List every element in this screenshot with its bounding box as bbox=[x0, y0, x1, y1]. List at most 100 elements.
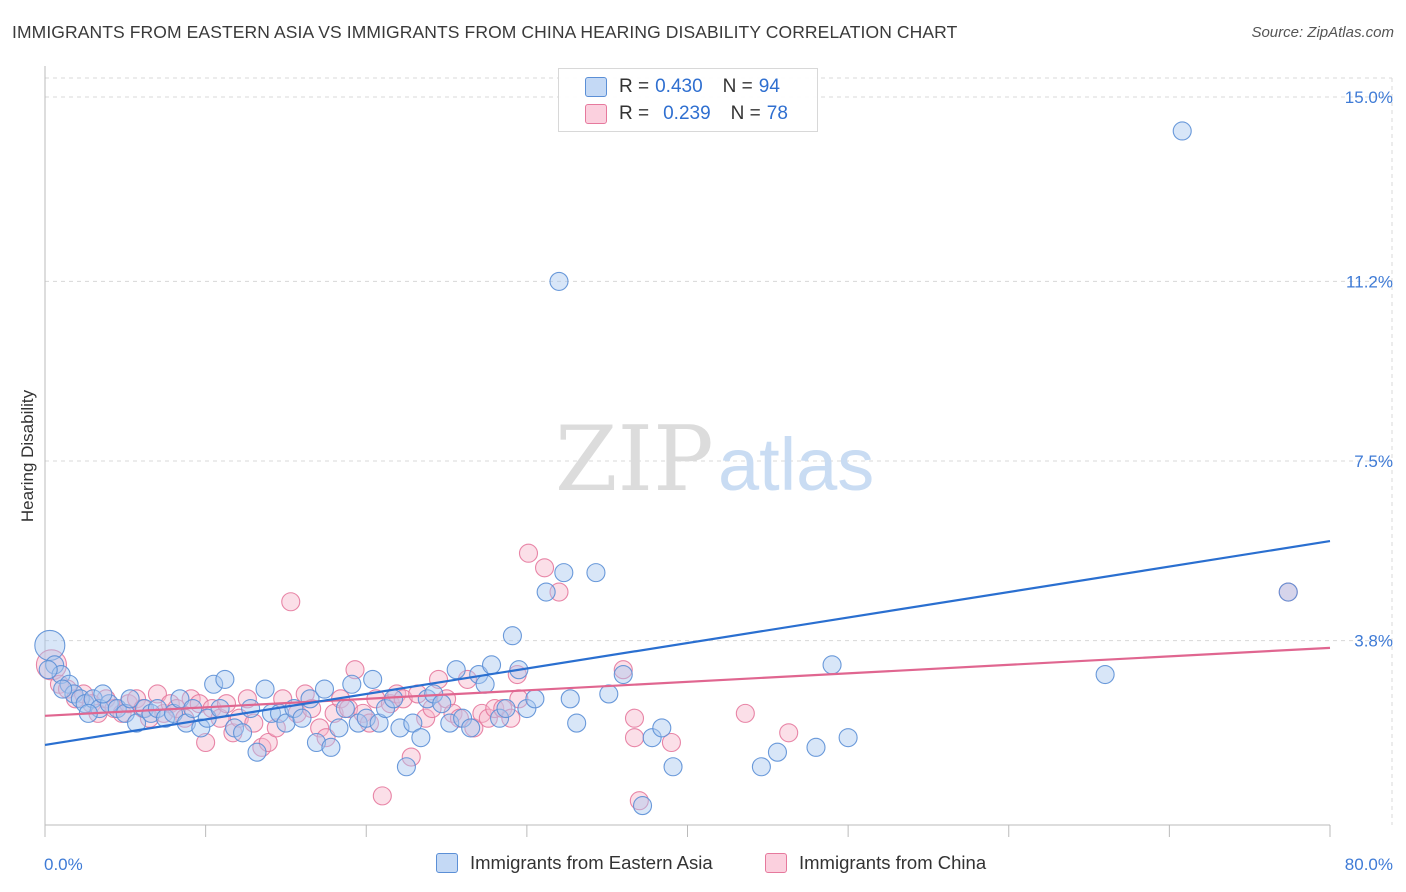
eastern-asia-point bbox=[93, 684, 113, 704]
china-point bbox=[266, 718, 286, 738]
correlation-legend: R = 0.430 N = 94 R = 0.239 N = 78 bbox=[558, 68, 818, 132]
eastern-asia-point bbox=[38, 660, 58, 680]
eastern-asia-point bbox=[342, 674, 362, 694]
eastern-asia-point bbox=[329, 718, 349, 738]
eastern-asia-point bbox=[1278, 582, 1298, 602]
legend-row-eastern-asia: R = 0.430 N = 94 bbox=[585, 75, 780, 99]
eastern-asia-point bbox=[838, 728, 858, 748]
eastern-asia-point bbox=[356, 708, 376, 728]
china-point bbox=[624, 728, 645, 748]
eastern-asia-point bbox=[446, 660, 466, 680]
eastern-asia-point bbox=[247, 742, 267, 762]
legend-swatch-pink bbox=[585, 104, 607, 124]
eastern-asia-point bbox=[822, 655, 842, 675]
legend-r-value: 0.430 bbox=[655, 76, 703, 97]
legend-swatch-pink bbox=[765, 853, 787, 873]
eastern-asia-point bbox=[204, 674, 224, 694]
eastern-asia-point bbox=[233, 723, 253, 743]
eastern-asia-point bbox=[306, 732, 327, 753]
eastern-asia-point bbox=[536, 582, 556, 602]
eastern-asia-point bbox=[1095, 664, 1115, 685]
eastern-asia-point bbox=[120, 689, 140, 709]
eastern-asia-point bbox=[652, 718, 672, 738]
eastern-asia-point bbox=[490, 708, 510, 728]
china-point bbox=[196, 732, 216, 753]
eastern-asia-point bbox=[375, 698, 396, 719]
china-point bbox=[310, 718, 330, 738]
eastern-asia-point bbox=[210, 698, 230, 719]
china-trend-line bbox=[44, 646, 1331, 717]
eastern-asia-point bbox=[517, 698, 537, 719]
legend-n-label: N = bbox=[730, 103, 761, 124]
china-point bbox=[478, 708, 498, 728]
china-point bbox=[401, 747, 421, 767]
eastern-asia-point bbox=[384, 689, 404, 709]
legend-label-eastern-asia: Immigrants from Eastern Asia bbox=[470, 852, 713, 873]
x-tick-label: 80.0% bbox=[1345, 855, 1393, 874]
eastern-asia-point bbox=[525, 689, 545, 709]
eastern-asia-point bbox=[567, 713, 587, 733]
eastern-asia-point bbox=[51, 664, 71, 685]
axes bbox=[44, 66, 1331, 837]
eastern-asia-point bbox=[496, 698, 516, 719]
eastern-asia-point bbox=[806, 737, 826, 757]
eastern-asia-point bbox=[554, 563, 574, 583]
china-point bbox=[613, 660, 633, 680]
legend-n-value: 94 bbox=[758, 76, 780, 97]
eastern-asia-point bbox=[241, 698, 261, 719]
eastern-asia-point bbox=[292, 708, 312, 728]
eastern-asia-point bbox=[215, 669, 235, 689]
eastern-asia-point bbox=[549, 271, 569, 291]
watermark: ZIP atlas bbox=[555, 407, 874, 512]
eastern-asia-point bbox=[335, 698, 355, 719]
eastern-asia-point bbox=[1172, 121, 1192, 141]
legend-n-value: 78 bbox=[766, 103, 788, 124]
eastern-asia-point bbox=[663, 757, 683, 777]
eastern-asia-point bbox=[34, 629, 66, 661]
eastern-asia-trend-line bbox=[44, 539, 1331, 747]
legend-label-china: Immigrants from China bbox=[799, 852, 987, 873]
eastern-asia-point bbox=[586, 563, 606, 583]
eastern-asia-point bbox=[642, 728, 662, 748]
china-point bbox=[393, 689, 413, 709]
eastern-asia-point bbox=[461, 718, 481, 738]
legend-r-value: 0.239 bbox=[663, 103, 711, 124]
eastern-asia-point bbox=[363, 669, 383, 689]
eastern-asia-point bbox=[314, 679, 335, 699]
china-point bbox=[281, 592, 301, 612]
eastern-asia-point bbox=[396, 757, 416, 777]
eastern-asia-point bbox=[53, 679, 73, 699]
y-tick-label: 3.8% bbox=[1354, 632, 1393, 651]
china-point bbox=[416, 708, 436, 728]
legend-n-label: N = bbox=[722, 76, 753, 97]
china-point bbox=[422, 698, 442, 719]
source-label: Source: ZipAtlas.com bbox=[1251, 24, 1394, 41]
eastern-asia-point bbox=[390, 718, 410, 738]
x-tick-label: 0.0% bbox=[44, 855, 83, 874]
china-point bbox=[485, 698, 505, 719]
y-tick-label: 7.5% bbox=[1354, 452, 1393, 471]
china-point bbox=[345, 660, 365, 680]
eastern-asia-point bbox=[502, 626, 522, 646]
legend-swatch-blue bbox=[585, 77, 607, 97]
china-point bbox=[534, 558, 555, 578]
tick-labels: 3.8% 7.5% 11.2% 15.0% 0.0% 80.0% bbox=[44, 88, 1393, 874]
china-point bbox=[779, 723, 799, 743]
trend-lines bbox=[44, 539, 1331, 747]
eastern-asia-point bbox=[453, 708, 473, 728]
legend-r-label: R = bbox=[619, 103, 650, 124]
eastern-asia-point bbox=[191, 718, 211, 738]
eastern-asia-point bbox=[767, 742, 788, 762]
eastern-asia-point bbox=[481, 655, 502, 675]
china-point bbox=[624, 708, 645, 728]
china-point bbox=[127, 689, 147, 709]
legend-item-china[interactable]: Immigrants from China bbox=[765, 852, 986, 874]
watermark-atlas: atlas bbox=[718, 423, 874, 506]
eastern-asia-point bbox=[475, 674, 495, 694]
series-legend: Immigrants from Eastern Asia Immigrants … bbox=[0, 852, 1406, 878]
legend-r-label: R = bbox=[619, 76, 650, 97]
legend-item-eastern-asia[interactable]: Immigrants from Eastern Asia bbox=[436, 852, 713, 874]
eastern-asia-point bbox=[411, 728, 431, 748]
eastern-asia-point bbox=[632, 796, 653, 816]
